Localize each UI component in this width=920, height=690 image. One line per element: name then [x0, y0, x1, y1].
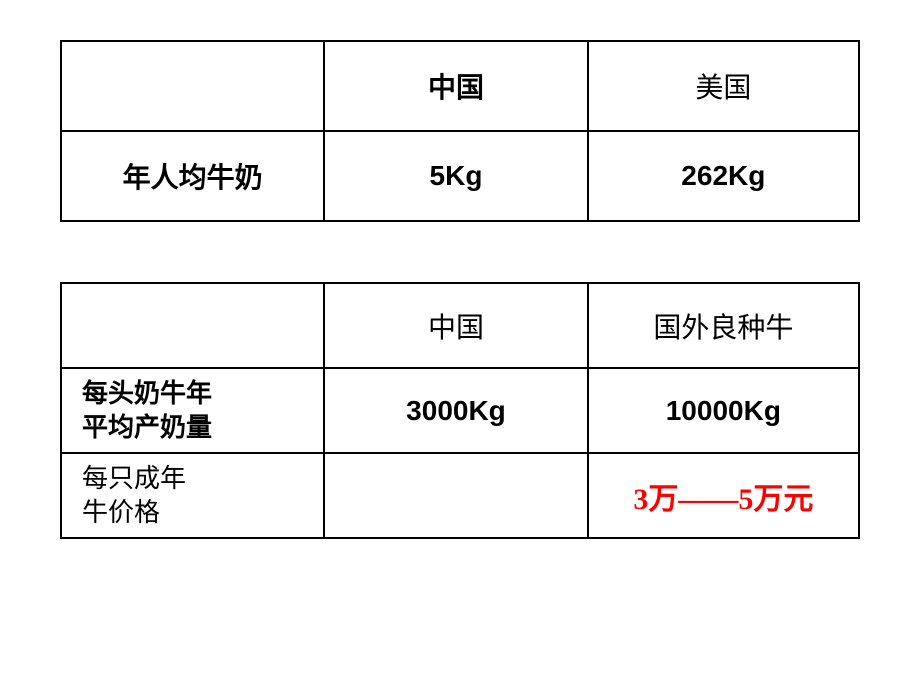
cow-production-table: 中国 国外良种牛 每头奶牛年 平均产奶量 3000Kg 10000Kg 每只成年…: [60, 282, 860, 539]
china-value: 5Kg: [324, 131, 587, 221]
china-header: 中国: [324, 283, 587, 368]
table-1: 中国 美国 年人均牛奶 5Kg 262Kg: [60, 40, 860, 222]
label-line-2: 牛价格: [82, 498, 160, 527]
row-label-production: 每头奶牛年 平均产奶量: [61, 368, 324, 453]
usa-header: 美国: [588, 41, 859, 131]
row-label-price: 每只成年 牛价格: [61, 453, 324, 538]
label-line-1: 每头奶牛年: [82, 378, 212, 408]
foreign-price-value: 3万——5万元: [588, 453, 859, 538]
china-production-value: 3000Kg: [324, 368, 587, 453]
table-row: 每头奶牛年 平均产奶量 3000Kg 10000Kg: [61, 368, 859, 453]
table-row: 每只成年 牛价格 3万——5万元: [61, 453, 859, 538]
label-line-1: 每只成年: [82, 464, 186, 493]
usa-value: 262Kg: [588, 131, 859, 221]
row-label: 年人均牛奶: [61, 131, 324, 221]
milk-per-capita-table: 中国 美国 年人均牛奶 5Kg 262Kg: [60, 40, 860, 222]
foreign-header: 国外良种牛: [588, 283, 859, 368]
table-row: 中国 国外良种牛: [61, 283, 859, 368]
table-2: 中国 国外良种牛 每头奶牛年 平均产奶量 3000Kg 10000Kg 每只成年…: [60, 282, 860, 539]
china-price-value: [324, 453, 587, 538]
empty-header-cell: [61, 41, 324, 131]
highlighted-price: 3万——5万元: [633, 483, 813, 516]
empty-header-cell: [61, 283, 324, 368]
label-line-2: 平均产奶量: [82, 412, 212, 442]
foreign-production-value: 10000Kg: [588, 368, 859, 453]
table-row: 年人均牛奶 5Kg 262Kg: [61, 131, 859, 221]
table-row: 中国 美国: [61, 41, 859, 131]
china-header: 中国: [324, 41, 587, 131]
